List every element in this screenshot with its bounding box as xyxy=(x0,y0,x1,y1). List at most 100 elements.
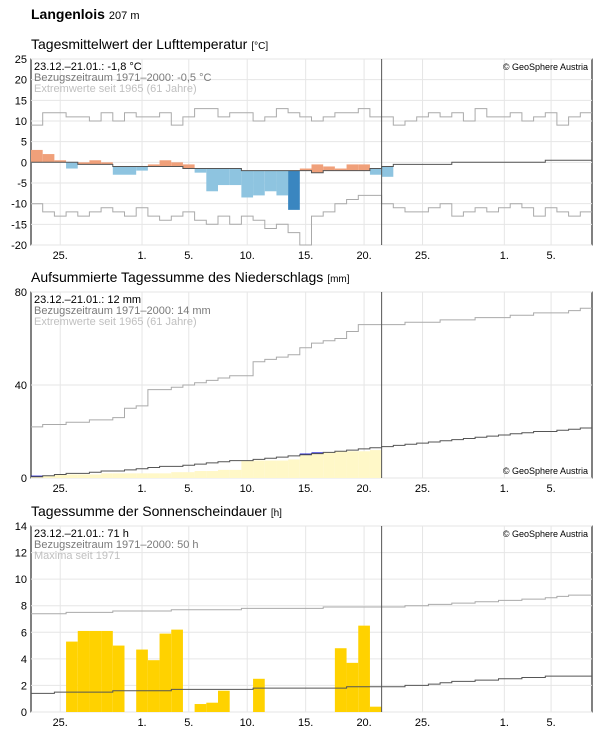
sunshine-bar xyxy=(136,649,148,712)
max-extreme-line xyxy=(31,594,592,615)
temperature-anomaly-bar xyxy=(89,160,102,165)
temperature-anomaly-bar xyxy=(346,164,359,171)
temperature-anomaly-bar xyxy=(334,168,347,171)
x-tick-label: 1. xyxy=(500,250,509,262)
sunshine-bar xyxy=(206,702,218,712)
x-tick-label: 20. xyxy=(356,483,371,495)
normal-line xyxy=(31,159,592,174)
y-tick-label: 4 xyxy=(21,654,27,666)
temperature-anomaly-bar xyxy=(136,166,148,171)
y-tick-label: -15 xyxy=(11,219,27,231)
precipitation-below-normal-area xyxy=(276,460,289,478)
temperature-anomaly-bar xyxy=(358,164,370,171)
temperature-anomaly-bar xyxy=(112,166,125,175)
temperature-anomaly-bar xyxy=(311,164,324,173)
precipitation-below-normal-area xyxy=(346,451,359,478)
copyright-label: © GeoSphere Austria xyxy=(503,62,588,72)
precipitation-below-normal-area xyxy=(77,474,90,478)
precipitation-below-normal-area xyxy=(369,450,382,478)
temperature-anomaly-bar xyxy=(218,168,230,186)
y-tick-label: -10 xyxy=(11,199,27,211)
precipitation-below-normal-area xyxy=(241,460,254,478)
max-extreme-line xyxy=(31,108,592,126)
sunshine-bar xyxy=(101,630,113,712)
chart-panel-prec: Aufsummierte Tagessumme des Niederschlag… xyxy=(15,269,593,495)
y-tick-label: 6 xyxy=(21,627,27,639)
legend-current-period: 23.12.–21.01.: -1,8 °C xyxy=(34,61,142,73)
precipitation-below-normal-area xyxy=(288,459,300,478)
sunshine-bar xyxy=(159,633,172,712)
precipitation-below-normal-area xyxy=(311,453,324,478)
chart-panel-sun: Tagessumme der Sonnenscheindauer [h] 0 2 4 6 8… xyxy=(15,503,593,729)
precipitation-below-normal-area xyxy=(253,460,265,478)
x-tick-label: 15. xyxy=(298,250,313,262)
station-name: Langenlois xyxy=(31,6,105,22)
sunshine-bar xyxy=(77,630,90,712)
temperature-anomaly-bar xyxy=(299,168,312,171)
y-tick-label: 40 xyxy=(15,380,27,392)
temperature-anomaly-bar xyxy=(159,160,172,167)
temperature-anomaly-bar xyxy=(31,149,43,163)
precipitation-below-normal-area xyxy=(323,452,335,478)
temperature-anomaly-bar xyxy=(171,162,183,167)
sunshine-bar xyxy=(194,704,207,712)
temperature-anomaly-bar xyxy=(182,164,195,169)
copyright-label: © GeoSphere Austria xyxy=(503,466,588,476)
y-tick-label: 12 xyxy=(15,548,27,560)
x-tick-label: 25. xyxy=(53,250,68,262)
x-tick-label: 10. xyxy=(240,483,255,495)
x-tick-label: 25. xyxy=(415,717,430,729)
legend-extremes: Maxima seit 1971 xyxy=(34,550,120,562)
copyright-label: © GeoSphere Austria xyxy=(503,529,588,539)
legend-current-period: 23.12.–21.01.: 71 h xyxy=(34,528,129,540)
x-tick-label: 25. xyxy=(415,250,430,262)
legend-current-period: 23.12.–21.01.: 12 mm xyxy=(34,294,141,306)
precipitation-below-normal-area xyxy=(147,473,160,478)
precipitation-above-normal-area xyxy=(299,453,312,455)
sunshine-bar xyxy=(334,648,347,712)
precipitation-below-normal-area xyxy=(89,474,102,478)
temperature-anomaly-bar xyxy=(288,170,300,210)
x-tick-label: 1. xyxy=(500,717,509,729)
y-tick-label: 0 xyxy=(21,473,27,485)
x-tick-label: 15. xyxy=(298,717,313,729)
chart-unit: [mm] xyxy=(327,274,349,285)
sunshine-bar xyxy=(147,660,160,712)
sunshine-bar xyxy=(369,706,382,712)
precipitation-below-normal-area xyxy=(171,472,183,478)
min-extreme-line xyxy=(31,194,592,246)
x-tick-label: 25. xyxy=(53,717,68,729)
precipitation-below-normal-area xyxy=(112,473,125,478)
chart-unit: [°C] xyxy=(251,41,268,52)
y-tick-label: -20 xyxy=(11,240,27,252)
precipitation-below-normal-area xyxy=(66,474,78,478)
max-extreme-line xyxy=(31,307,592,428)
sunshine-bar xyxy=(358,625,370,712)
sunshine-bar xyxy=(346,662,359,712)
chart-panel-temp: Tagesmittelwert der Lufttemperatur [°C] -2… xyxy=(11,36,593,262)
precipitation-below-normal-area xyxy=(124,473,137,478)
y-tick-label: 8 xyxy=(21,601,27,613)
temperature-anomaly-bar xyxy=(147,164,160,167)
precipitation-below-normal-area xyxy=(358,451,370,478)
normal-line xyxy=(31,675,592,694)
x-tick-label: 5. xyxy=(547,250,556,262)
legend-reference-period: Bezugszeitraum 1971–2000: -0,5 °C xyxy=(34,72,212,84)
temperature-anomaly-bar xyxy=(369,168,382,175)
legend-reference-period: Bezugszeitraum 1971–2000: 14 mm xyxy=(34,305,211,317)
precipitation-below-normal-area xyxy=(218,469,230,478)
precipitation-below-normal-area xyxy=(54,474,67,478)
temperature-anomaly-bar xyxy=(253,170,265,196)
precipitation-below-normal-area xyxy=(136,473,148,478)
x-tick-label: 1. xyxy=(137,250,146,262)
temperature-anomaly-bar xyxy=(264,170,277,192)
chart-unit: [h] xyxy=(271,508,282,519)
x-tick-label: 1. xyxy=(137,717,146,729)
sunshine-bar xyxy=(253,678,265,712)
station-title: Langenlois 207 m xyxy=(31,6,139,22)
x-tick-label: 15. xyxy=(298,483,313,495)
y-tick-label: 80 xyxy=(15,287,27,299)
y-tick-label: 14 xyxy=(15,521,27,533)
temperature-anomaly-bar xyxy=(101,162,113,165)
sunshine-bar xyxy=(171,629,183,712)
